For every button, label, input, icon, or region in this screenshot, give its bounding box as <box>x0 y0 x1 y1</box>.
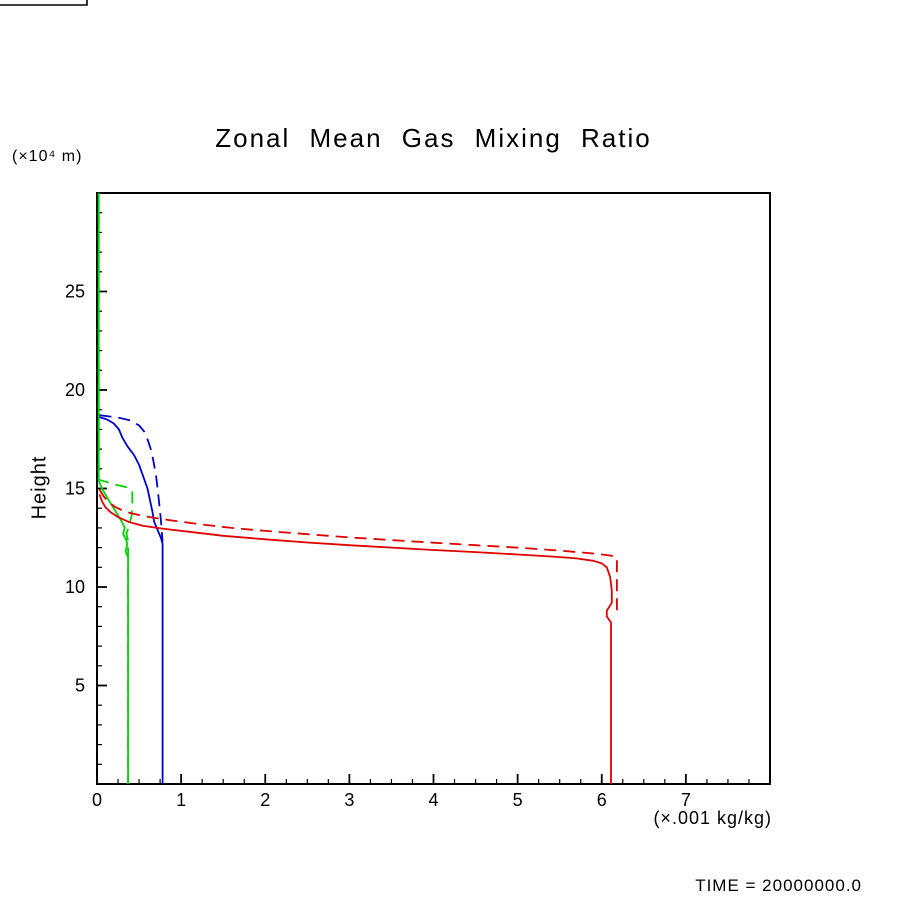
y-axis-unit-label: (×10⁴ m) <box>12 148 83 165</box>
series-blue-solid <box>99 416 164 784</box>
x-tick-label: 3 <box>344 790 354 810</box>
time-annotation: TIME = 20000000.0 <box>695 876 862 895</box>
y-tick-label: 5 <box>75 676 85 696</box>
plot-frame <box>96 192 771 785</box>
y-axis-title: Height <box>28 455 51 520</box>
series-blue-dashed <box>99 414 164 542</box>
x-tick-label: 2 <box>260 790 270 810</box>
x-tick-label: 5 <box>513 790 523 810</box>
y-tick-label: 20 <box>65 380 85 400</box>
x-tick-label: 0 <box>92 790 102 810</box>
x-tick-label: 4 <box>428 790 438 810</box>
y-tick-label: 15 <box>65 479 85 499</box>
series-green-dashed <box>97 193 134 784</box>
x-tick-label: 1 <box>176 790 186 810</box>
x-tick-label: 7 <box>681 790 691 810</box>
x-tick-label: 6 <box>597 790 607 810</box>
y-tick-label: 25 <box>65 282 85 302</box>
series-green-solid <box>97 193 129 784</box>
series-red-dashed <box>98 489 618 615</box>
chart-title: Zonal Mean Gas Mixing Ratio <box>215 123 652 153</box>
frame-artifact <box>0 0 88 6</box>
x-axis-unit-label: (×.001 kg/kg) <box>653 808 772 828</box>
y-tick-label: 10 <box>65 577 85 597</box>
series-red-solid <box>98 494 613 784</box>
